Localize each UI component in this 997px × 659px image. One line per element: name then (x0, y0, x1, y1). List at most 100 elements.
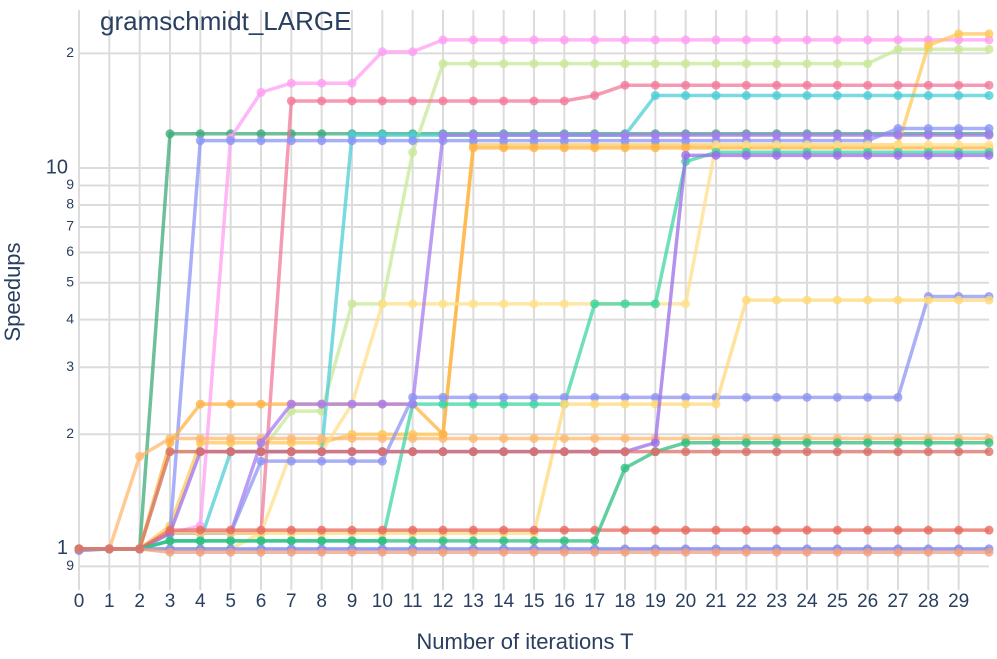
data-point (772, 392, 782, 402)
data-point (711, 399, 721, 409)
data-point (893, 392, 903, 402)
data-point (711, 150, 721, 160)
data-point (165, 129, 175, 139)
data-point (226, 433, 236, 443)
data-point (620, 463, 630, 473)
data-point (772, 295, 782, 305)
data-point (711, 438, 721, 448)
data-point (135, 451, 145, 461)
data-point (802, 80, 812, 90)
x-tick-label: 15 (523, 591, 544, 612)
y-tick-label: 6 (66, 243, 74, 259)
data-point (195, 536, 205, 546)
data-point (468, 130, 478, 140)
data-point (741, 130, 751, 140)
data-point (559, 433, 569, 443)
data-point (923, 525, 933, 535)
data-point (317, 78, 327, 88)
data-point (923, 124, 933, 134)
x-tick-label: 18 (614, 591, 635, 612)
data-point (317, 433, 327, 443)
data-point (681, 91, 691, 101)
data-point (317, 399, 327, 409)
data-point (408, 147, 418, 157)
data-point (468, 299, 478, 309)
data-point (681, 35, 691, 45)
data-point (347, 525, 357, 535)
y-tick-label: 1 (57, 537, 68, 559)
data-point (256, 456, 266, 466)
data-point (984, 80, 994, 90)
data-point (802, 438, 812, 448)
data-point (802, 447, 812, 457)
data-point (893, 438, 903, 448)
data-point (165, 536, 175, 546)
data-point (711, 80, 721, 90)
y-tick-label: 5 (66, 273, 74, 289)
data-point (468, 143, 478, 153)
data-point (954, 140, 964, 150)
data-point (317, 525, 327, 535)
x-tick-label: 8 (316, 591, 327, 612)
data-point (772, 91, 782, 101)
data-point (802, 295, 812, 305)
data-point (286, 536, 296, 546)
data-point (711, 59, 721, 69)
data-point (650, 130, 660, 140)
data-point (347, 299, 357, 309)
data-point (863, 140, 873, 150)
y-tick-label: 2 (66, 425, 74, 441)
data-point (863, 295, 873, 305)
data-point (984, 91, 994, 101)
data-point (377, 399, 387, 409)
y-tick-label: 9 (66, 176, 74, 192)
x-tick-label: 2 (134, 591, 145, 612)
data-point (893, 44, 903, 54)
data-point (468, 399, 478, 409)
data-point (772, 130, 782, 140)
data-point (954, 44, 964, 54)
data-point (559, 96, 569, 106)
data-point (559, 299, 569, 309)
x-tick-label: 9 (347, 591, 358, 612)
data-point (650, 59, 660, 69)
data-point (590, 547, 600, 557)
data-point (893, 547, 903, 557)
data-point (438, 447, 448, 457)
data-point (438, 96, 448, 106)
data-point (984, 29, 994, 39)
data-point (165, 525, 175, 535)
data-point (529, 447, 539, 457)
data-point (741, 150, 751, 160)
data-point (256, 438, 266, 448)
data-point (923, 40, 933, 50)
data-point (195, 433, 205, 443)
data-point (438, 299, 448, 309)
data-point (620, 59, 630, 69)
data-point (681, 143, 691, 153)
data-point (529, 433, 539, 443)
data-point (954, 295, 964, 305)
data-point (438, 35, 448, 45)
data-point (681, 150, 691, 160)
data-point (438, 130, 448, 140)
data-point (620, 299, 630, 309)
data-point (347, 456, 357, 466)
data-point (408, 547, 418, 557)
data-point (923, 295, 933, 305)
plot-area (74, 29, 994, 557)
data-point (165, 438, 175, 448)
data-point (893, 35, 903, 45)
data-point (863, 447, 873, 457)
data-point (559, 547, 569, 557)
data-point (620, 130, 630, 140)
data-point (681, 447, 691, 457)
data-point (499, 59, 509, 69)
data-point (377, 47, 387, 57)
data-point (468, 447, 478, 457)
data-point (317, 536, 327, 546)
data-point (377, 525, 387, 535)
data-point (832, 547, 842, 557)
data-point (529, 35, 539, 45)
